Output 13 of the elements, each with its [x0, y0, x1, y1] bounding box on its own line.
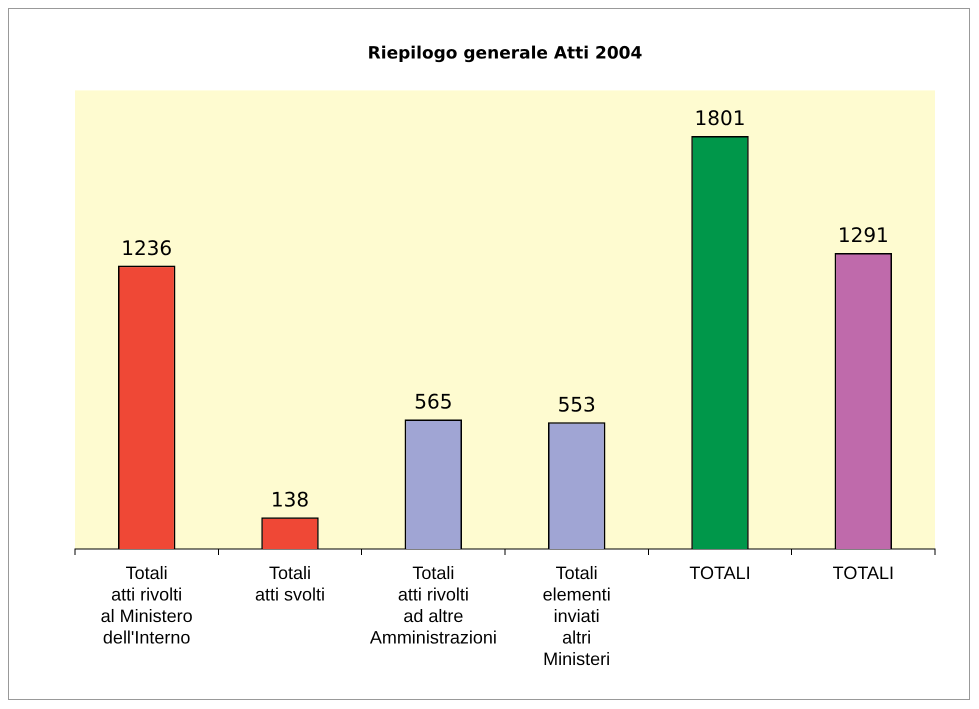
x-tick-label: Totali atti rivolti ad altre Amministrazioni	[370, 562, 497, 648]
data-label: 1291	[838, 223, 889, 248]
x-tick-label: Totali atti svolti	[254, 562, 326, 604]
x-tick-label: TOTALI	[832, 562, 894, 583]
x-tick-label: Totali atti rivolti al Ministero dell'Interno	[100, 562, 193, 648]
data-label: 1801	[694, 106, 746, 130]
data-label: 138	[270, 488, 310, 512]
data-label: 1236	[121, 236, 172, 260]
data-label: 553	[558, 392, 596, 416]
data-label: 565	[414, 390, 452, 414]
chart-title: Riepilogo generale Atti 2004	[368, 44, 642, 64]
x-tick-label: Totali elementi inviati altri Ministeri	[542, 562, 611, 670]
x-tick-label: TOTALI	[689, 562, 751, 583]
